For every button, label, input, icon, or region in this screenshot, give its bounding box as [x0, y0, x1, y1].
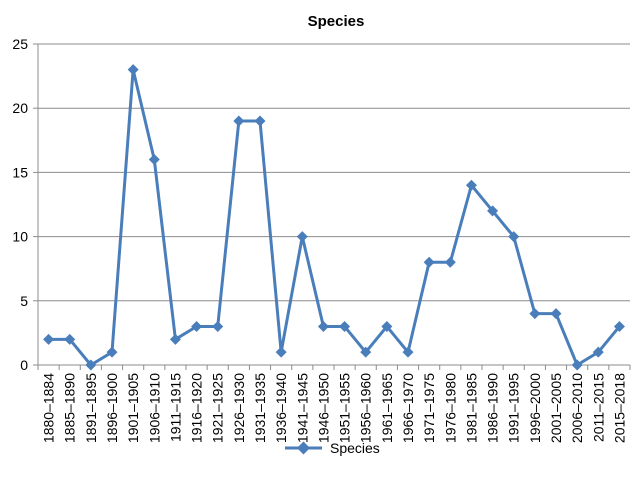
- data-point: [233, 115, 245, 127]
- legend-label: Species: [330, 440, 380, 456]
- data-point: [148, 154, 160, 166]
- x-tick-label: 1961–1965: [379, 373, 395, 443]
- data-point: [465, 179, 477, 191]
- y-tick-label: 10: [12, 229, 28, 245]
- data-point: [43, 333, 55, 345]
- x-tick-label: 1951–1955: [337, 373, 353, 443]
- x-tick-label: 1941–1945: [294, 373, 310, 443]
- x-tick-label: 1971–1975: [421, 373, 437, 443]
- data-point: [487, 205, 499, 217]
- axes: [37, 44, 630, 366]
- data-point: [571, 359, 583, 371]
- x-tick-label: 2011–2015: [590, 373, 606, 442]
- data-point: [402, 346, 414, 358]
- data-point: [613, 320, 625, 332]
- x-tick-label: 1901–1905: [125, 373, 141, 443]
- data-point: [85, 359, 97, 371]
- x-tick-label: 1996–2000: [527, 373, 543, 443]
- y-tick-label: 15: [12, 164, 28, 180]
- x-tick-label: 1921–1925: [210, 373, 226, 443]
- x-tick-label: 1911–1915: [167, 373, 183, 442]
- x-tick-label: 1926–1930: [231, 373, 247, 443]
- x-tick-label: 1946–1950: [315, 373, 331, 443]
- data-point: [550, 308, 562, 320]
- x-tick-label: 1976–1980: [442, 373, 458, 443]
- y-axis-ticks: 0 5 10 15 20 25: [12, 36, 38, 373]
- y-tick-label: 25: [12, 36, 28, 52]
- data-point: [592, 346, 604, 358]
- data-point: [360, 346, 372, 358]
- data-point: [275, 346, 287, 358]
- data-point: [254, 115, 266, 127]
- data-point: [508, 231, 520, 243]
- x-axis-ticks: 1880–1884 1885–1890 1891–1895 1896–1900 1901…: [37, 365, 631, 443]
- x-tick-label: 1956–1960: [358, 373, 374, 443]
- data-point: [212, 320, 224, 332]
- x-tick-label: 2015–2018: [611, 373, 627, 443]
- data-point: [444, 256, 456, 268]
- data-point: [529, 308, 541, 320]
- x-tick-label: 1891–1895: [83, 373, 99, 443]
- data-point: [423, 256, 435, 268]
- series-layer: [43, 64, 625, 371]
- x-tick-label: 1885–1890: [62, 373, 78, 443]
- x-tick-label: 2001–2005: [548, 373, 564, 443]
- x-tick-label: 1986–1990: [485, 373, 501, 443]
- x-tick-label: 1991–1995: [506, 373, 522, 443]
- x-tick-label: 1981–1985: [463, 373, 479, 443]
- chart-title: Species: [308, 13, 365, 30]
- data-point: [296, 231, 308, 243]
- x-tick-label: 1880–1884: [41, 373, 57, 443]
- data-point: [106, 346, 118, 358]
- data-point: [339, 320, 351, 332]
- y-tick-label: 5: [20, 293, 28, 309]
- x-tick-label: 1931–1935: [252, 373, 268, 443]
- x-tick-label: 1966–1970: [400, 373, 416, 443]
- y-tick-label: 20: [12, 100, 28, 116]
- legend: Species: [285, 440, 380, 456]
- x-tick-label: 1906–1910: [146, 373, 162, 443]
- data-point: [127, 64, 139, 76]
- data-point: [64, 333, 76, 345]
- data-point: [191, 320, 203, 332]
- legend-marker-swatch: [297, 441, 310, 455]
- data-point: [317, 320, 329, 332]
- data-point: [169, 333, 181, 345]
- x-tick-label: 1936–1940: [273, 373, 289, 443]
- y-tick-label: 0: [20, 357, 28, 373]
- x-tick-label: 1896–1900: [104, 373, 120, 443]
- series-line: [48, 68, 621, 367]
- x-tick-label: 2006–2010: [569, 373, 585, 443]
- data-point: [381, 320, 393, 332]
- x-tick-label: 1916–1920: [189, 373, 205, 443]
